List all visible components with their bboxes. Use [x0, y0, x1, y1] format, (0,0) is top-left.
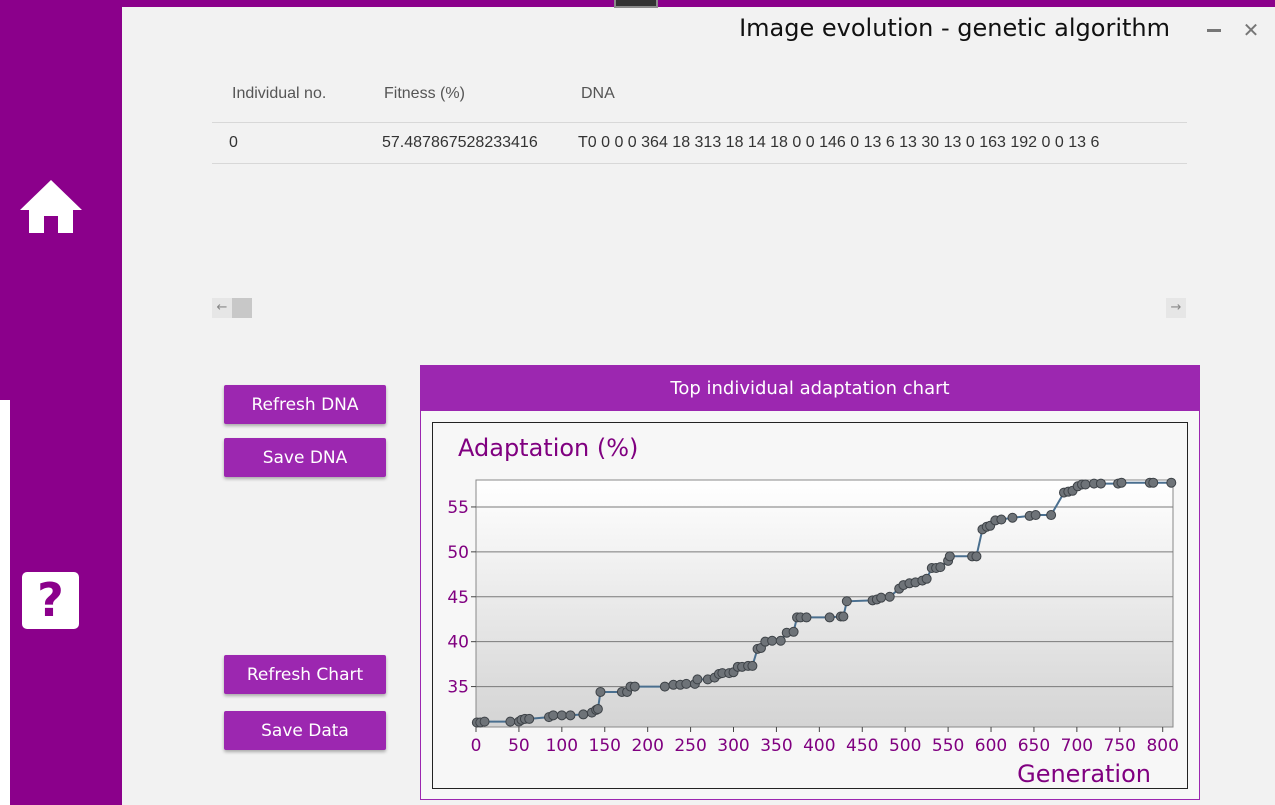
data-point [1007, 512, 1018, 523]
x-tick-label: 400 [803, 736, 835, 756]
series-markers [471, 477, 1177, 728]
data-point [578, 709, 589, 720]
x-axis-title: Generation [1017, 760, 1151, 788]
data-point [1166, 477, 1177, 488]
data-point [775, 635, 786, 646]
data-point [767, 635, 778, 646]
x-tick-label: 50 [508, 736, 530, 756]
data-point [505, 716, 516, 727]
data-point [944, 551, 955, 562]
data-point [479, 716, 490, 727]
refresh-chart-button[interactable]: Refresh Chart [224, 655, 386, 694]
y-axis-title: Adaptation (%) [458, 434, 638, 462]
y-tick-label: 35 [447, 678, 469, 698]
data-point [659, 681, 670, 692]
sidebar-selection-indicator [0, 400, 10, 805]
data-point [1116, 477, 1127, 488]
plot-area [475, 479, 1174, 728]
x-tick-label: 800 [1146, 736, 1178, 756]
data-point [681, 678, 692, 689]
data-point [838, 611, 849, 622]
data-point [884, 591, 895, 602]
scroll-left-arrow-icon[interactable]: ← [212, 298, 232, 318]
x-tick-label: 600 [975, 736, 1007, 756]
y-tick-label: 45 [447, 588, 469, 608]
x-tick-labels: 0 50 100 150 200 250 300 350 400 450 500 550 600 650 7… [471, 727, 1179, 756]
column-header-individual[interactable]: Individual no. [232, 85, 327, 102]
cell-individual: 0 [229, 134, 238, 151]
data-point [1080, 479, 1091, 490]
x-tick-label: 300 [717, 736, 749, 756]
x-tick-label: 550 [932, 736, 964, 756]
x-tick-label: 350 [760, 736, 792, 756]
y-tick-label: 55 [447, 498, 469, 518]
refresh-dna-button[interactable]: Refresh DNA [224, 385, 386, 424]
column-header-fitness[interactable]: Fitness (%) [384, 85, 465, 102]
data-point [595, 686, 606, 697]
grid-header: Individual no. Fitness (%) DNA [212, 75, 1187, 123]
help-icon[interactable]: ? [22, 572, 79, 629]
data-point [1030, 510, 1041, 521]
window-drag-handle[interactable] [614, 0, 658, 8]
x-tick-label: 250 [674, 736, 706, 756]
table-row[interactable]: 0 57.487867528233416 T0 0 0 0 364 18 313… [212, 123, 1187, 164]
adaptation-chart: Adaptation (%) Generation 35 40 45 50 55 0 50… [447, 434, 1179, 788]
close-button[interactable]: ✕ [1242, 18, 1260, 42]
cell-dna: T0 0 0 0 364 18 313 18 14 18 0 0 146 0 1… [578, 134, 1100, 151]
cell-fitness: 57.487867528233416 [382, 134, 538, 151]
save-dna-button[interactable]: Save DNA [224, 438, 386, 477]
scroll-right-arrow-icon[interactable]: → [1166, 298, 1186, 318]
x-tick-label: 200 [631, 736, 663, 756]
x-tick-label: 100 [546, 736, 578, 756]
data-point [876, 592, 887, 603]
x-tick-label: 700 [1061, 736, 1093, 756]
data-point [801, 612, 812, 623]
data-point [971, 551, 982, 562]
data-point [592, 704, 603, 715]
data-point [565, 710, 576, 721]
data-point [556, 710, 567, 721]
y-tick-label: 50 [447, 543, 469, 563]
save-data-button[interactable]: Save Data [224, 711, 386, 750]
home-icon[interactable] [18, 178, 84, 236]
individuals-grid: Individual no. Fitness (%) DNA 0 57.4878… [212, 75, 1187, 165]
chart-frame: Adaptation (%) Generation 35 40 45 50 55 0 50… [432, 422, 1188, 789]
horizontal-scrollbar-thumb[interactable] [232, 298, 252, 318]
x-tick-label: 650 [1018, 736, 1050, 756]
y-tick-labels: 35 40 45 50 55 [447, 498, 476, 698]
chart-panel-header: Top individual adaptation chart [421, 366, 1199, 411]
data-point [996, 514, 1007, 525]
minimize-button[interactable] [1205, 20, 1223, 38]
data-point [1046, 510, 1057, 521]
x-tick-label: 150 [589, 736, 621, 756]
x-tick-label: 750 [1104, 736, 1136, 756]
adaptation-chart-panel: Top individual adaptation chart Adaptati… [420, 365, 1200, 800]
x-tick-label: 500 [889, 736, 921, 756]
y-tick-label: 40 [447, 633, 469, 653]
x-tick-label: 0 [471, 736, 482, 756]
x-tick-label: 450 [846, 736, 878, 756]
data-point [692, 674, 703, 685]
data-point [788, 626, 799, 637]
data-point [1148, 477, 1159, 488]
data-point [1095, 478, 1106, 489]
data-point [824, 612, 835, 623]
data-point [935, 562, 946, 573]
data-point [841, 596, 852, 607]
data-point [524, 713, 535, 724]
data-point [921, 573, 932, 584]
window-title: Image evolution - genetic algorithm [739, 14, 1170, 42]
column-header-dna[interactable]: DNA [581, 85, 615, 102]
data-point [629, 681, 640, 692]
data-point [548, 710, 559, 721]
data-point [747, 660, 758, 671]
